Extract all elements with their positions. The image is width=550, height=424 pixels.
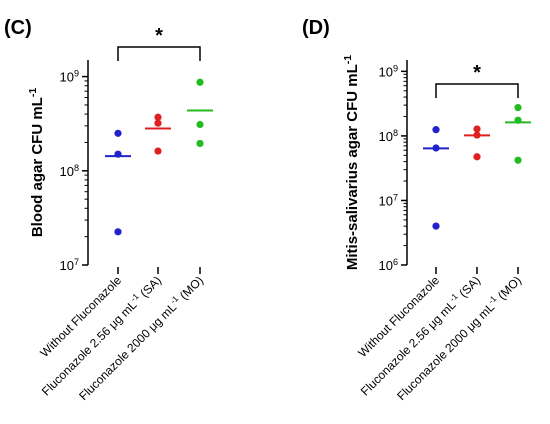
chart-1-tick-label-1: 107 [378, 192, 398, 208]
chart-1-tick-label-3: 109 [378, 63, 398, 79]
chart-1-tick-label-exp-1: 7 [393, 192, 398, 202]
chart-1-point-0-0 [432, 126, 440, 134]
chart-0-point-0-1 [114, 150, 122, 158]
chart-0-tick-label-base-0: 10 [59, 258, 73, 273]
chart-0-point-1-2 [154, 147, 162, 155]
chart-0-y-axis-label: Blood agar CFU mL-1 [27, 88, 46, 238]
chart-1-point-0-2 [432, 222, 440, 230]
chart-0-tick-label-exp-0: 7 [74, 257, 79, 267]
chart-1-y-axis-label: Mitis-salivarius agar CFU mL-1 [342, 55, 361, 270]
chart-0-category-label-suffix-1: (SA) [135, 273, 164, 302]
chart-1-tick-label-base-1: 10 [378, 193, 392, 208]
chart-0-point-1-1 [154, 119, 162, 127]
chart-1-category-label-suffix-1: (SA) [454, 273, 483, 302]
chart-1-point-1-2 [473, 153, 481, 161]
chart-0-y-axis-label-sup: -1 [27, 88, 39, 97]
chart-0-tick-label-1: 108 [59, 163, 79, 179]
chart-1-tick-label-base-2: 10 [378, 129, 392, 144]
chart-1-y-axis-label-sup: -1 [342, 55, 354, 64]
chart-0-tick-label-0: 107 [59, 257, 79, 273]
chart-0-point-1-0 [154, 113, 162, 121]
chart-1-tick-label-2: 108 [378, 128, 398, 144]
chart-0-tick-label-exp-1: 8 [74, 163, 79, 173]
chart-1-significance-bracket [435, 83, 519, 98]
chart-1-tick-label-exp-0: 6 [393, 257, 398, 267]
chart-0-significance-bracket [117, 46, 201, 61]
chart-1-y-axis-label-text: Mitis-salivarius agar CFU mL [344, 64, 361, 270]
chart-0-point-0-0 [114, 129, 122, 137]
chart-0-tick-label-2: 109 [59, 69, 79, 85]
chart-1-tick-label-base-3: 10 [378, 64, 392, 79]
chart-1-point-2-2 [514, 156, 522, 164]
chart-1-point-1-0 [473, 125, 481, 133]
chart-1-tick-label-exp-3: 9 [393, 63, 398, 73]
chart-0-tick-label-base-2: 10 [59, 70, 73, 85]
chart-1-tick-label-0: 106 [378, 257, 398, 273]
chart-0-tick-label-base-1: 10 [59, 164, 73, 179]
chart-0-point-0-2 [114, 228, 122, 236]
chart-1-category-label-suffix-2: (MO) [493, 273, 525, 305]
chart-1-significance-label: * [473, 62, 481, 84]
chart-0-point-2-1 [196, 120, 204, 129]
chart-0-significance-label: * [155, 25, 163, 47]
chart-0-point-2-2 [196, 139, 204, 148]
chart-1-point-0-1 [432, 144, 440, 152]
chart-1-point-2-1 [514, 116, 522, 124]
chart-1-point-1-1 [473, 131, 481, 139]
chart-0-category-label-suffix-2: (MO) [175, 273, 207, 305]
chart-0-point-2-0 [196, 78, 204, 86]
chart-0-tick-label-exp-2: 9 [74, 69, 79, 79]
chart-1-panel-label: (D) [302, 17, 330, 39]
chart-1-tick-label-base-0: 10 [378, 258, 392, 273]
chart-0-panel-label: (C) [4, 17, 32, 39]
chart-1-tick-label-exp-2: 8 [393, 128, 398, 138]
chart-0-y-axis-label-text: Blood agar CFU mL [29, 97, 46, 237]
chart-1-point-2-0 [514, 103, 522, 112]
